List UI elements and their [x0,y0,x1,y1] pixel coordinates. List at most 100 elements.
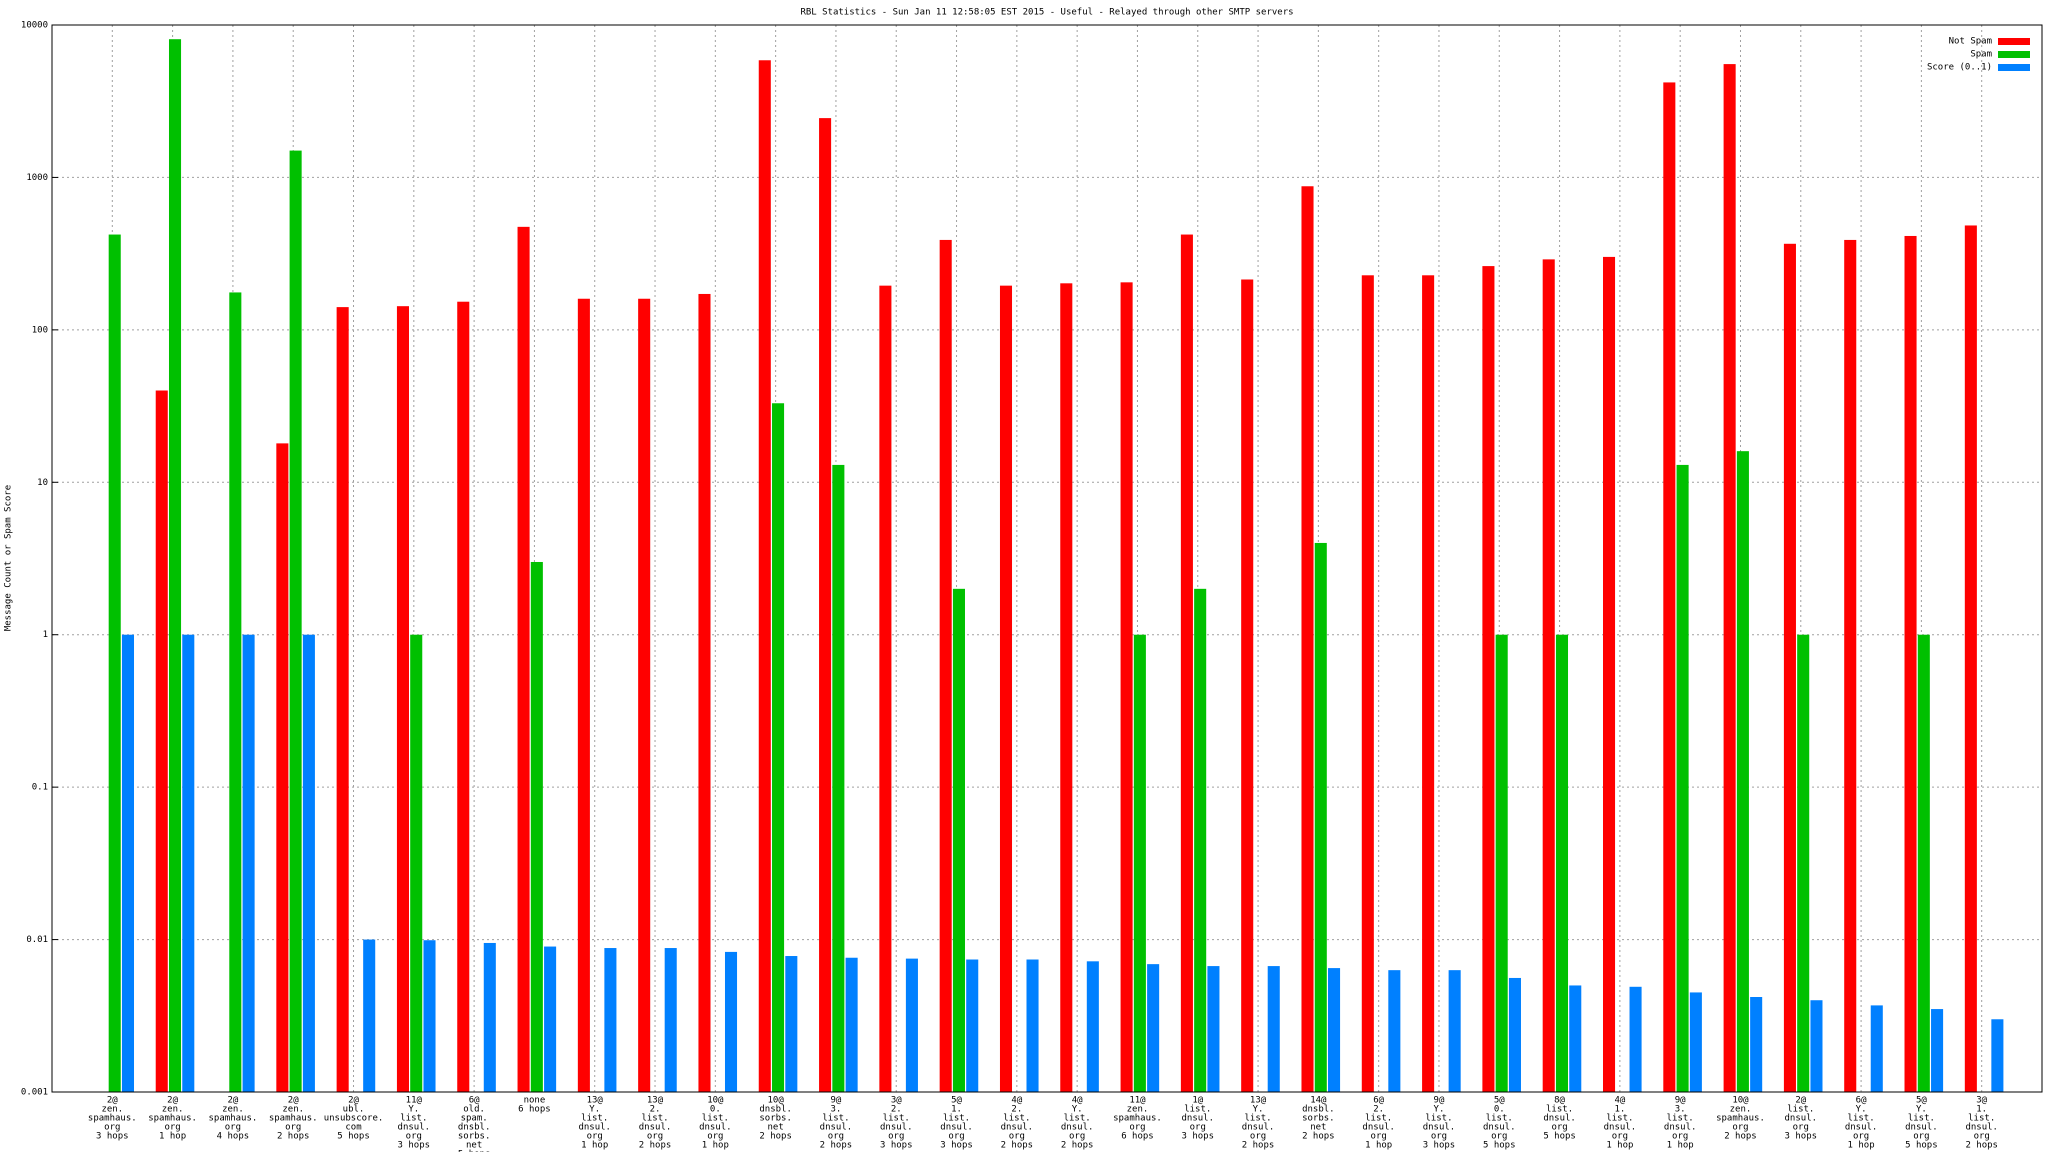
bar [1133,634,1146,1092]
x-tick-label: Y. [1253,1105,1264,1115]
x-tick-label: 1. [1976,1105,1987,1115]
x-tick-label: dnsul. [1362,1123,1395,1133]
x-tick-label: dnsul. [1001,1123,1034,1133]
bar [1723,64,1736,1093]
bar [229,292,242,1093]
bar [664,948,677,1092]
x-tick-label: org [104,1123,120,1133]
bar [1147,964,1160,1092]
x-tick-label: org [948,1132,964,1142]
x-tick-label: net [768,1123,784,1133]
x-tick-label: 1@ [1192,1096,1203,1106]
bar [1542,259,1555,1092]
bar [1508,977,1521,1092]
bar [168,39,182,1092]
bar [1301,186,1314,1093]
x-tick-label: 2. [1373,1105,1384,1115]
bar [1495,634,1508,1092]
bar [1026,959,1039,1092]
bar [1060,283,1073,1092]
bar [1870,1005,1883,1092]
x-tick-label: zen. [162,1105,184,1115]
x-tick-label: list. [1848,1114,1875,1124]
x-tick-label: 2 hops [1724,1132,1757,1142]
x-tick-label: dnsul. [1785,1114,1818,1124]
bar [1629,986,1642,1092]
x-tick-label: 2 hops [759,1132,792,1142]
x-tick-label: 9@ [1434,1096,1445,1106]
x-tick-label: 3 hops [96,1132,129,1142]
bar [155,390,168,1093]
x-tick-label: org [828,1132,844,1142]
y-tick-label: 0.01 [26,935,48,945]
x-tick-label: unsubscore. [324,1114,384,1124]
y-axis-label: Message Count or Spam Score [4,485,14,631]
x-tick-label: 6@ [1856,1096,1867,1106]
x-tick-label: 8@ [1554,1096,1565,1106]
bar [1904,235,1917,1092]
bar [544,946,557,1092]
bar [1448,970,1461,1092]
x-tick-label: 6@ [1373,1096,1384,1106]
x-tick-label: 5 hops [1543,1132,1576,1142]
bar [530,561,543,1092]
x-tick-label: list. [943,1114,970,1124]
x-tick-label: 11@ [1129,1096,1146,1106]
x-tick-label: org [1431,1132,1447,1142]
x-tick-label: 2@ [1795,1096,1806,1106]
bar [1241,279,1254,1092]
y-tick-label: 10000 [21,21,48,31]
x-tick-label: ubl. [343,1105,365,1115]
x-tick-label: 1 hop [1606,1141,1633,1151]
x-tick-label: 3@ [891,1096,902,1106]
x-tick-label: 5@ [951,1096,962,1106]
legend-label: Not Spam [1949,37,1992,47]
x-tick-label: list. [1667,1114,1694,1124]
x-tick-label: dnsul. [1483,1123,1516,1133]
bar [1569,985,1582,1092]
bar [396,306,409,1092]
bar [1602,256,1616,1093]
x-tick-label: list. [581,1114,608,1124]
x-tick-label: dnsul. [1664,1123,1697,1133]
bar [1388,970,1401,1092]
x-tick-label: 5 hops [1905,1141,1938,1151]
x-tick-label: list. [1787,1105,1814,1115]
bar [1931,1009,1944,1092]
y-tick-label: 1000 [26,173,48,183]
x-tick-label: dnsul. [1543,1114,1576,1124]
x-tick-label: 10@ [768,1096,785,1106]
bar [1917,634,1930,1092]
x-tick-label: org [1732,1123,1748,1133]
x-tick-label: dnsul. [1181,1114,1214,1124]
x-tick-label: 2@ [107,1096,118,1106]
bar [289,150,302,1093]
bar [1783,243,1796,1093]
x-tick-label: org [1913,1132,1929,1142]
x-tick-label: 2@ [167,1096,178,1106]
x-tick-label: zen. [101,1105,123,1115]
x-tick-label: com [345,1123,361,1133]
x-tick-label: 2 hops [1061,1141,1094,1151]
y-tick-label: 1 [43,630,48,640]
x-tick-label: org [1672,1132,1688,1142]
bar [182,634,195,1092]
x-tick-label: 3 hops [1181,1132,1214,1142]
y-tick-label: 0.1 [32,783,48,793]
x-tick-label: org [888,1132,904,1142]
x-tick-label: dnsul. [1905,1123,1938,1133]
bar [1810,1000,1823,1092]
bar [1361,275,1374,1093]
x-tick-label: org [1009,1132,1025,1142]
bar [483,942,496,1092]
x-tick-label: dnsul. [1242,1123,1275,1133]
bar [121,634,135,1092]
x-tick-label: list. [1908,1114,1935,1124]
x-tick-label: list. [1003,1114,1030,1124]
bar [952,588,965,1092]
x-tick-label: Y. [408,1105,419,1115]
x-tick-label: net [1310,1123,1326,1133]
x-tick-label: dnsul. [578,1123,611,1133]
bar [423,940,436,1092]
